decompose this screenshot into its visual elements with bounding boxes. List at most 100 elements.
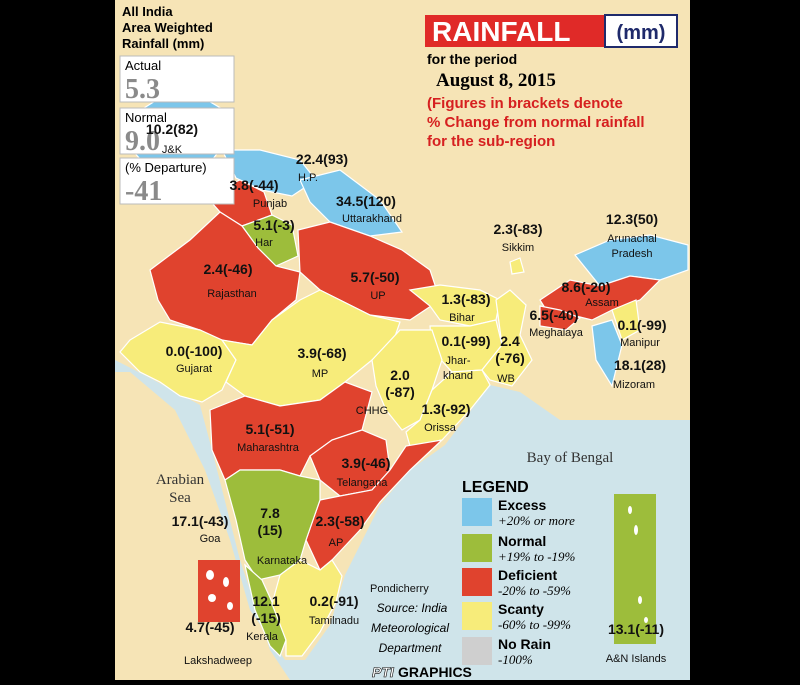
summary-title: Area Weighted [122, 20, 213, 35]
region-value: 2.4 [500, 333, 520, 349]
region-shape [299, 169, 404, 237]
date: August 8, 2015 [436, 70, 556, 91]
sea-label: Arabian [156, 472, 205, 488]
region-label: Punjab [253, 198, 287, 210]
region-value: 1.3(-83) [441, 291, 490, 307]
title: RAINFALL [432, 16, 570, 47]
sea [115, 360, 690, 680]
region-label: H.P. [298, 172, 318, 184]
region-value: 7.8 [260, 505, 280, 521]
footer-label: GRAPHICS [398, 664, 472, 680]
region-value: 0.2(-91) [309, 593, 358, 609]
region-value: 0.1(-99) [441, 333, 490, 349]
region-label: Tamilnadu [309, 615, 359, 627]
region-label: Bihar [449, 312, 475, 324]
region-label: Uttarakhand [342, 213, 402, 225]
region-value: 10.2(82) [146, 121, 198, 137]
region-value: 0.0(-100) [166, 343, 223, 359]
region-value: (-76) [495, 350, 525, 366]
region-value: 13.1(-11) [608, 621, 664, 637]
region-label: J&K [162, 144, 183, 156]
region-label: CHHG [356, 405, 388, 417]
region-value: 2.3(-58) [315, 513, 364, 529]
note: (Figures in brackets denote [427, 95, 623, 112]
region-label: Mizoram [613, 379, 655, 391]
title-box [425, 15, 605, 47]
region-value: 5.1(-51) [245, 421, 294, 437]
region-label: Telangana [337, 477, 389, 489]
region-label: WB [497, 373, 515, 385]
unit-box [604, 14, 678, 48]
legend-swatch [462, 498, 492, 526]
region-shape [244, 563, 287, 658]
region-label: Pradesh [612, 248, 653, 260]
summary-title: Rainfall (mm) [122, 36, 204, 51]
stat-label: (% Departure) [125, 160, 207, 175]
region-label: Orissa [424, 422, 457, 434]
islands [628, 506, 648, 623]
region-value: 0.1(-99) [617, 317, 666, 333]
source: Meteorological [371, 621, 449, 635]
region-value: 1.3(-92) [421, 401, 470, 417]
sea-label: Sea [169, 490, 191, 506]
region-value: 5.1(-3) [253, 217, 294, 233]
legend-range: -60% to -99% [498, 617, 571, 632]
region-label: Lakshadweep [184, 655, 252, 667]
place-label: Pondicherry [370, 583, 429, 595]
region-shape [224, 469, 321, 581]
region-value: 3.9(-68) [297, 345, 346, 361]
region-label: Jhar- [445, 355, 470, 367]
legend-range: -20% to -59% [498, 583, 571, 598]
legend-swatch [462, 568, 492, 596]
footer-brand: PTI [372, 664, 395, 680]
legend-range: +20% or more [498, 513, 575, 528]
region-label: Arunachal [607, 233, 657, 245]
summary-title: All India [122, 4, 173, 19]
region-label: Assam [585, 297, 619, 309]
map [119, 95, 689, 658]
region-label: AP [329, 537, 344, 549]
region-label: MP [312, 368, 329, 380]
region-value: 3.8(-44) [229, 177, 278, 193]
stat-value: 9.0 [125, 126, 160, 157]
region-shape [591, 319, 623, 388]
region-value: 8.6(-20) [561, 279, 610, 295]
region-label: Maharashtra [237, 442, 300, 454]
islands [206, 570, 233, 610]
region-shape [405, 369, 491, 447]
stat-label: Actual [125, 58, 161, 73]
region-value: 12.3(50) [606, 211, 658, 227]
region-label: Meghalaya [529, 327, 584, 339]
legend-range: -100% [498, 652, 533, 667]
region-label: Gujarat [176, 363, 212, 375]
region-value: 4.7(-45) [185, 619, 234, 635]
region-value: 2.0 [390, 367, 410, 383]
region-value: (-87) [385, 384, 415, 400]
region-label: A&N Islands [606, 653, 667, 665]
region-label: Kerala [246, 631, 279, 643]
source: Department [379, 641, 442, 655]
region-label: Har [255, 237, 273, 249]
region-value: 3.9(-46) [341, 455, 390, 471]
stat-value: 5.3 [125, 74, 160, 105]
region-shape [481, 289, 533, 387]
stat-box [119, 157, 235, 205]
stat-box [119, 107, 235, 155]
legend-name: Scanty [498, 601, 544, 617]
region-shape [149, 211, 301, 346]
region-value: 6.5(-40) [529, 307, 578, 323]
sea-label: Bay of Bengal [527, 450, 614, 466]
region-label: UP [370, 290, 385, 302]
lakshadweep-inset [198, 560, 240, 622]
region-shape [539, 305, 582, 331]
region-value: 22.4(93) [296, 151, 348, 167]
region-label: Sikkim [502, 242, 534, 254]
region-value: 18.1(28) [614, 357, 666, 373]
andaman-inset [614, 494, 656, 644]
legend-name: Excess [498, 497, 546, 513]
legend-title: LEGEND [462, 479, 529, 496]
stat-box [119, 55, 235, 103]
legend-name: Normal [498, 533, 546, 549]
stat-value: -41 [125, 176, 162, 207]
